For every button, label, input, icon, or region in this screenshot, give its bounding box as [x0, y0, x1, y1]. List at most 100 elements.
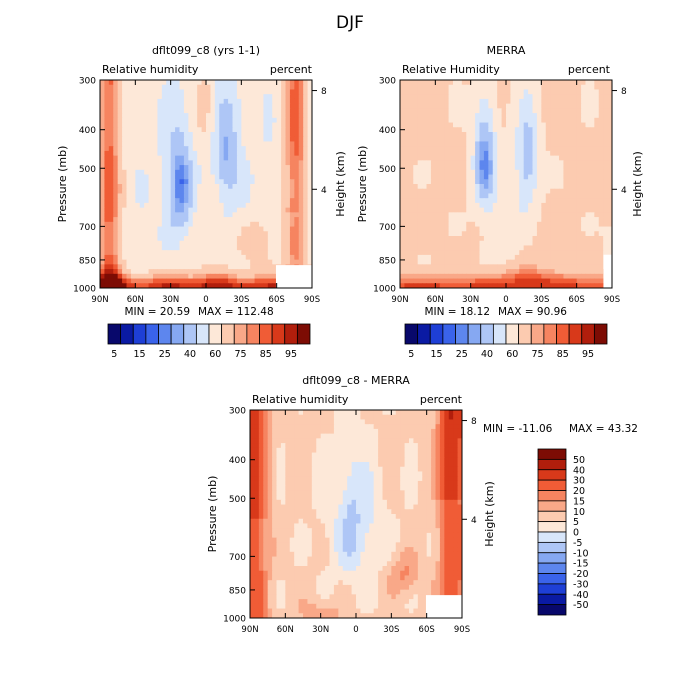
- contour-cell: [559, 80, 565, 86]
- contour-cell: [197, 160, 203, 166]
- contour-cell: [307, 414, 313, 421]
- contour-cell: [483, 193, 489, 199]
- contour-cell: [303, 462, 309, 468]
- contour-cell: [360, 443, 366, 449]
- contour-cell: [444, 80, 450, 86]
- contour-cell: [188, 160, 194, 166]
- contour-cell: [117, 141, 123, 147]
- contour-cell: [444, 127, 450, 133]
- contour-cell: [567, 146, 573, 152]
- contour-cell: [130, 212, 136, 218]
- contour-cell: [435, 84, 441, 91]
- contour-cell: [281, 259, 287, 265]
- contour-cell: [228, 169, 234, 176]
- contour-cell: [408, 278, 414, 284]
- contour-cell: [206, 89, 212, 95]
- contour-cell: [298, 438, 304, 444]
- contour-cell: [550, 136, 556, 143]
- contour-cell: [391, 419, 397, 425]
- contour-cell: [382, 438, 388, 444]
- contour-cell: [470, 136, 476, 143]
- contour-cell: [439, 254, 445, 261]
- contour-cell: [426, 184, 432, 190]
- contour-cell: [153, 174, 159, 180]
- contour-cell: [130, 103, 136, 109]
- contour-cell: [404, 466, 410, 473]
- contour-cell: [298, 236, 304, 242]
- contour-cell: [479, 89, 485, 95]
- contour-cell: [501, 113, 507, 119]
- contour-cell: [250, 269, 256, 275]
- contour-cell: [148, 160, 154, 166]
- contour-cell: [113, 98, 119, 105]
- contour-cell: [545, 264, 551, 270]
- contour-cell: [236, 117, 242, 124]
- contour-cell: [153, 117, 159, 124]
- contour-cell: [130, 207, 136, 213]
- contour-cell: [598, 94, 604, 100]
- contour-cell: [139, 94, 145, 100]
- contour-cell: [104, 212, 110, 218]
- contour-cell: [519, 89, 525, 95]
- contour-cell: [232, 127, 238, 133]
- contour-cell: [506, 165, 512, 171]
- contour-cell: [559, 245, 565, 251]
- contour-cell: [223, 273, 229, 280]
- contour-cell: [170, 165, 176, 171]
- y-tick-label: 300: [379, 77, 396, 87]
- contour-cell: [113, 240, 119, 247]
- contour-cell: [311, 466, 317, 473]
- contour-cell: [408, 254, 414, 261]
- contour-cell: [466, 150, 472, 157]
- contour-cell: [470, 146, 476, 152]
- contour-cell: [179, 169, 185, 176]
- contour-cell: [523, 221, 529, 228]
- contour-cell: [506, 283, 512, 288]
- contour-cell: [470, 264, 476, 270]
- contour-cell: [514, 84, 520, 91]
- contour-cell: [272, 94, 278, 100]
- contour-cell: [567, 179, 573, 185]
- contour-cell: [179, 84, 185, 91]
- contour-cell: [572, 80, 578, 86]
- contour-cell: [281, 141, 287, 147]
- contour-cell: [161, 198, 167, 204]
- contour-cell: [294, 240, 300, 247]
- contour-cell: [285, 127, 291, 133]
- contour-cell: [426, 240, 432, 247]
- contour-cell: [506, 108, 512, 114]
- contour-cell: [536, 184, 542, 190]
- contour-cell: [223, 80, 229, 86]
- contour-cell: [298, 207, 304, 213]
- contour-cell: [589, 103, 595, 109]
- contour-cell: [369, 414, 375, 421]
- contour-cell: [272, 127, 278, 133]
- contour-cell: [104, 122, 110, 128]
- contour-cell: [157, 269, 163, 275]
- contour-cell: [497, 98, 503, 105]
- contour-cell: [545, 160, 551, 166]
- contour-cell: [488, 127, 494, 133]
- contour-cell: [466, 264, 472, 270]
- contour-cell: [404, 264, 410, 270]
- contour-cell: [122, 226, 128, 232]
- contour-cell: [470, 212, 476, 218]
- contour-cell: [267, 207, 273, 213]
- contour-cell: [144, 132, 150, 138]
- contour-cell: [303, 202, 309, 209]
- contour-cell: [506, 250, 512, 256]
- contour-cell: [559, 221, 565, 228]
- contour-cell: [506, 240, 512, 247]
- contour-cell: [603, 207, 609, 213]
- contour-cell: [130, 84, 136, 91]
- contour-cell: [400, 231, 406, 237]
- contour-cell: [439, 438, 445, 444]
- contour-cell: [607, 226, 612, 232]
- contour-cell: [108, 269, 114, 275]
- contour-cell: [144, 127, 150, 133]
- contour-cell: [448, 188, 454, 195]
- contour-cell: [448, 103, 454, 109]
- contour-cell: [457, 169, 463, 176]
- contour-cell: [228, 269, 234, 275]
- contour-cell: [514, 89, 520, 95]
